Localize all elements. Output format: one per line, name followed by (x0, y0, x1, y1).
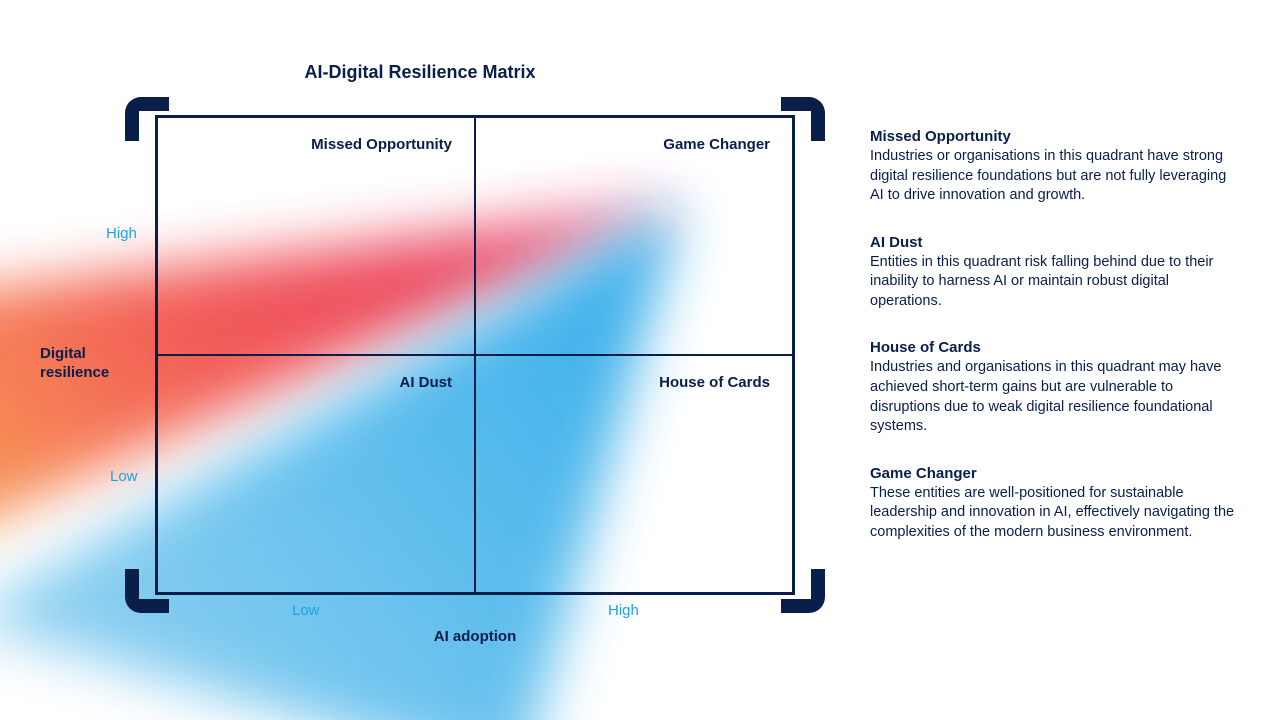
matrix-grid: Missed Opportunity Game Changer AI Dust … (155, 115, 795, 595)
x-axis-high-tick: High (608, 602, 639, 619)
y-axis-low-tick: Low (110, 468, 138, 485)
corner-bracket-tl-icon (125, 97, 169, 141)
description-title: Missed Opportunity (870, 128, 1240, 145)
description-block: Missed Opportunity Industries or organis… (870, 128, 1240, 206)
description-text: Entities in this quadrant risk falling b… (870, 253, 1240, 312)
matrix-panel: AI-Digital Resilience Matrix (0, 0, 840, 720)
matrix-area: Missed Opportunity Game Changer AI Dust … (155, 115, 795, 595)
quadrant-label: House of Cards (659, 374, 770, 391)
description-block: House of Cards Industries and organisati… (870, 339, 1240, 436)
x-axis-low-tick: Low (292, 602, 320, 619)
description-block: AI Dust Entities in this quadrant risk f… (870, 234, 1240, 312)
description-text: These entities are well-positioned for s… (870, 484, 1240, 543)
description-text: Industries and organisations in this qua… (870, 358, 1240, 436)
quadrant-label: Missed Opportunity (311, 136, 452, 153)
quadrant-bottom-left: AI Dust (157, 355, 475, 593)
quadrant-bottom-right: House of Cards (475, 355, 793, 593)
quadrant-top-right: Game Changer (475, 117, 793, 355)
description-block: Game Changer These entities are well-pos… (870, 465, 1240, 543)
quadrant-label: AI Dust (400, 374, 453, 391)
corner-bracket-br-icon (781, 569, 825, 613)
description-title: AI Dust (870, 234, 1240, 251)
quadrant-label: Game Changer (663, 136, 770, 153)
y-axis-label: Digitalresilience (40, 345, 109, 383)
y-axis-high-tick: High (106, 225, 137, 242)
corner-bracket-tr-icon (781, 97, 825, 141)
description-text: Industries or organisations in this quad… (870, 147, 1240, 206)
description-title: Game Changer (870, 465, 1240, 482)
figure-title: AI-Digital Resilience Matrix (0, 62, 840, 83)
x-axis-label: AI adoption (155, 628, 795, 645)
y-axis-text: Digitalresilience (40, 345, 109, 381)
descriptions-panel: Missed Opportunity Industries or organis… (870, 128, 1240, 570)
quadrant-top-left: Missed Opportunity (157, 117, 475, 355)
figure-root: AI-Digital Resilience Matrix (0, 0, 1280, 720)
description-title: House of Cards (870, 339, 1240, 356)
corner-bracket-bl-icon (125, 569, 169, 613)
